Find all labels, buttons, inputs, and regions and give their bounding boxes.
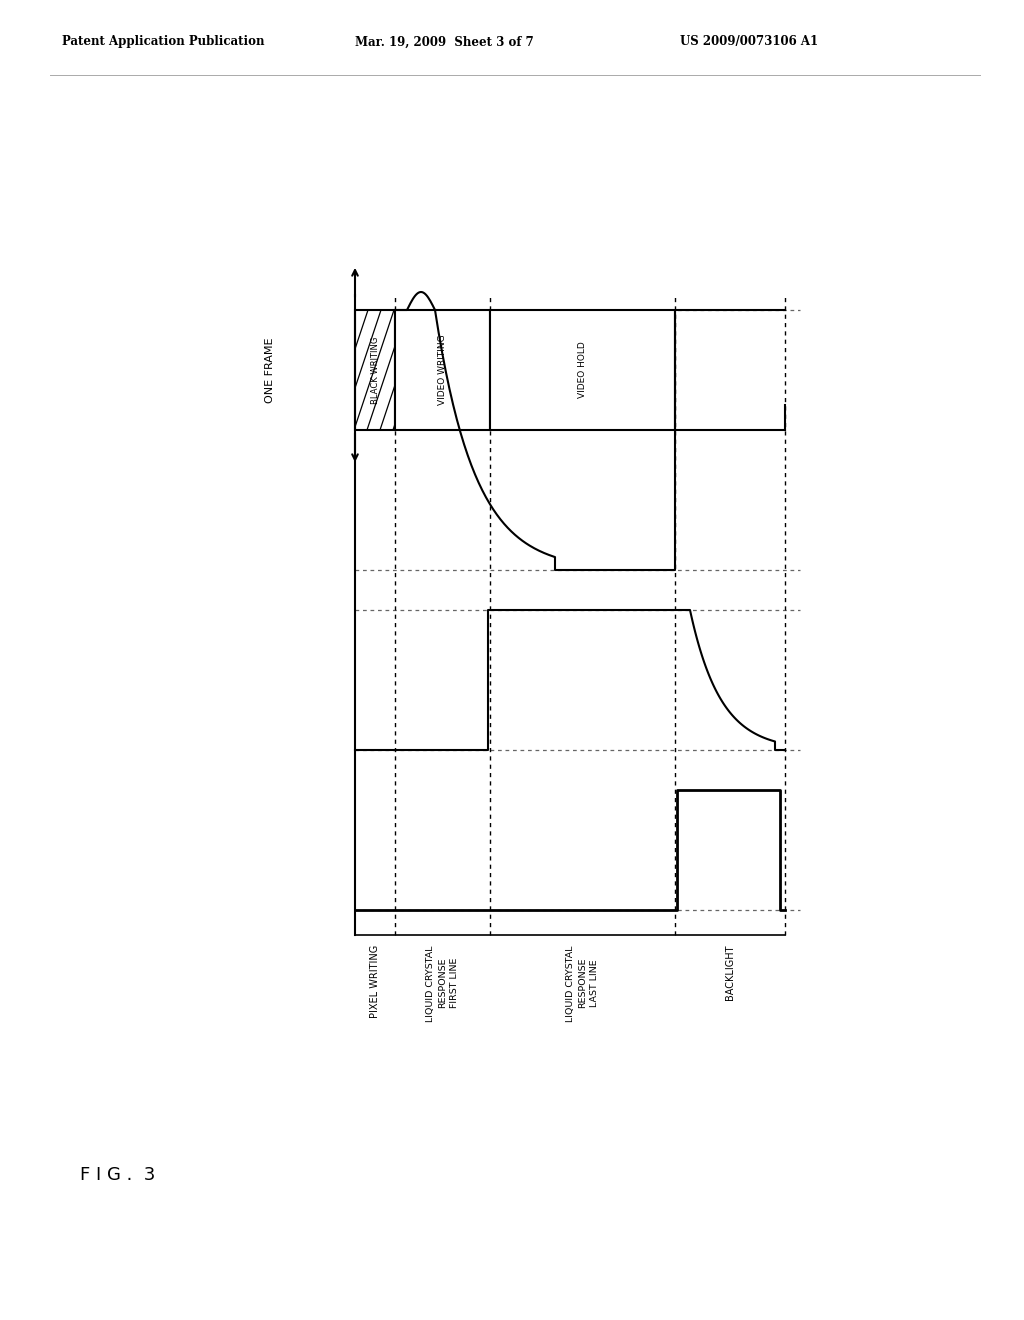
Text: F I G .  3: F I G . 3 <box>80 1166 156 1184</box>
Text: LIQUID CRYSTAL
RESPONSE
LAST LINE: LIQUID CRYSTAL RESPONSE LAST LINE <box>566 945 599 1022</box>
Text: US 2009/0073106 A1: US 2009/0073106 A1 <box>680 36 818 49</box>
Text: LIQUID CRYSTAL
RESPONSE
FIRST LINE: LIQUID CRYSTAL RESPONSE FIRST LINE <box>426 945 459 1022</box>
Bar <box>395 310 490 430</box>
Text: BACKLIGHT: BACKLIGHT <box>725 945 735 1001</box>
Text: VIDEO HOLD: VIDEO HOLD <box>578 342 587 399</box>
Text: Mar. 19, 2009  Sheet 3 of 7: Mar. 19, 2009 Sheet 3 of 7 <box>355 36 534 49</box>
Bar <box>490 310 675 430</box>
Text: BLACK WRITING: BLACK WRITING <box>371 337 380 404</box>
Bar <box>355 310 395 430</box>
Text: ONE FRAME: ONE FRAME <box>265 337 275 403</box>
Text: VIDEO WRITING: VIDEO WRITING <box>438 335 447 405</box>
Text: PIXEL WRITING: PIXEL WRITING <box>370 945 380 1018</box>
Text: Patent Application Publication: Patent Application Publication <box>62 36 264 49</box>
